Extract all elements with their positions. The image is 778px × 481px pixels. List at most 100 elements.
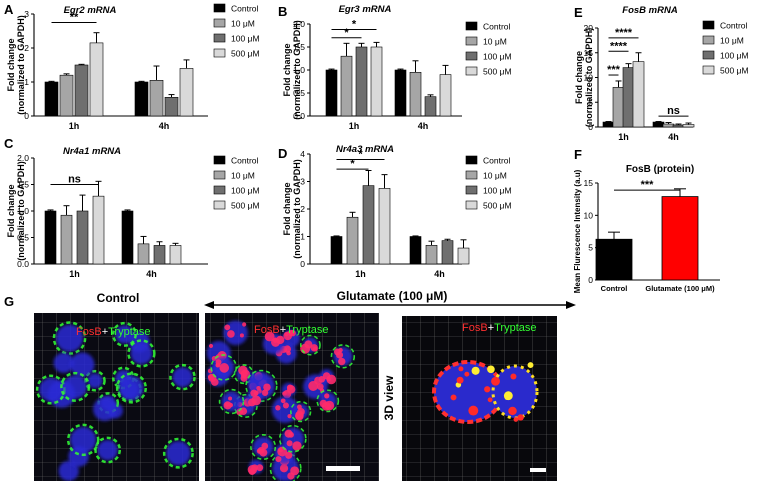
fosb-signal (263, 383, 271, 391)
significance-label: ns (667, 105, 680, 117)
legend-entry: 100 μM (720, 51, 749, 61)
legend-entry: 10 μM (231, 19, 255, 29)
fosb-signal (338, 357, 346, 366)
fosb-signal (242, 322, 247, 327)
y-axis-label-line: (normalized to GAPDH) (584, 28, 594, 128)
tryptase-signal (290, 400, 312, 423)
legend-swatch (702, 20, 715, 30)
y-axis-label: Fold change(normalized to GAPDH) (282, 20, 302, 120)
y-tick-label: 10 (584, 210, 594, 220)
significance-label: * (350, 158, 355, 170)
bar (44, 81, 59, 117)
nucleus (221, 391, 242, 412)
fosb-signal (286, 350, 291, 356)
nucleus (39, 377, 63, 402)
nucleus (70, 352, 95, 377)
stain-legend-control: FosB+Tryptase (76, 326, 151, 338)
nucleus (172, 367, 193, 388)
legend-entry: Control (231, 4, 259, 14)
bar (362, 185, 375, 265)
y-tick-label: 0 (588, 275, 593, 285)
bar (662, 123, 675, 128)
y-tick-label: 1.0 (17, 206, 29, 216)
fosb-signal (292, 441, 302, 451)
x-tick-label: 1h (349, 121, 360, 131)
legend-entry: 500 μM (483, 67, 512, 77)
fosb-signal (487, 365, 495, 374)
nucleus (58, 460, 79, 481)
y-axis-label: Fold change(normalized to GAPDH) (282, 159, 302, 259)
fosb-signal (527, 362, 534, 369)
y-tick-label: 1 (24, 77, 29, 87)
bar (76, 210, 89, 265)
bar (134, 81, 149, 117)
plus-sign: + (102, 326, 108, 338)
legend-swatch (465, 66, 478, 76)
y-tick-label: 3 (300, 177, 305, 187)
tryptase-signal (278, 424, 307, 453)
chart-title: FosB (protein) (626, 164, 694, 175)
y-tick-label: 15 (584, 48, 594, 58)
bar (682, 124, 695, 128)
chart-fosb-protein: F FosB (protein) Mean Flurescence Intensit… (573, 147, 720, 293)
fosb-signal (338, 347, 343, 353)
fosb-signal (510, 373, 517, 380)
y-tick-label: 0.0 (17, 259, 29, 269)
bar (441, 240, 454, 265)
fosb-signal (471, 366, 480, 375)
y-tick-label: 4 (300, 149, 305, 159)
x-tick-label: 1h (69, 269, 80, 279)
chart-egr2: A Egr2 mRNA Fold change(normalized to GAPD… (4, 2, 260, 131)
legend-swatch (213, 18, 226, 28)
nucleus (130, 342, 153, 365)
fosb-signal (228, 396, 233, 401)
nucleus (55, 324, 84, 352)
bar (340, 55, 353, 117)
chart-title: Nr4a1 mRNA (63, 146, 121, 157)
bar (602, 121, 615, 128)
fosb-signal (247, 398, 256, 407)
chart-title: FosB mRNA (622, 5, 678, 16)
legend-swatch (465, 185, 478, 195)
nucleus (70, 426, 97, 453)
fosb-signal (224, 324, 231, 331)
y-axis-label-line: Fold change (574, 51, 584, 104)
y-axis-label: Mean Flurescence Intensity (a.u) (573, 169, 582, 293)
panel-label: A (4, 2, 14, 17)
tryptase-signal (169, 363, 196, 391)
legend-entry: Control (483, 156, 511, 166)
y-axis-label-line: Fold change (282, 43, 292, 96)
tryptase-signal (316, 389, 340, 413)
y-tick-label: 1.0 (293, 65, 305, 75)
legend-swatch (465, 200, 478, 210)
bar (378, 188, 391, 265)
fosb-label: FosB (462, 322, 488, 334)
bar (425, 245, 438, 265)
fosb-signal (458, 366, 464, 372)
tryptase-signal (111, 321, 137, 347)
tryptase-signal (127, 339, 156, 368)
panel-label: F (574, 147, 582, 162)
svg-text:FosB+Tryptase: FosB+Tryptase (254, 324, 329, 336)
scale-bar (326, 466, 360, 471)
fosb-signal (225, 402, 230, 407)
panel-label-g: G (4, 294, 14, 309)
x-tick-label: 1h (618, 132, 629, 142)
nucleus (271, 396, 299, 423)
significance-label: * (358, 149, 363, 161)
nucleus (97, 439, 118, 461)
y-tick-label: 0.5 (17, 233, 29, 243)
micrograph-3d-view (402, 316, 557, 481)
bar (622, 67, 635, 128)
fosb-signal (247, 465, 258, 475)
legend-entry: 100 μM (483, 52, 512, 62)
y-axis-label-line: (normalized to GAPDH) (292, 159, 302, 259)
legend-swatch (702, 50, 715, 60)
legend-entry: 100 μM (231, 186, 260, 196)
significance-label: **** (615, 27, 633, 39)
legend-entry: 500 μM (483, 201, 512, 211)
legend-entry: 500 μM (720, 66, 749, 76)
bar (346, 216, 359, 265)
significance-label: *** (607, 64, 621, 76)
y-tick-label: 0 (588, 122, 593, 132)
